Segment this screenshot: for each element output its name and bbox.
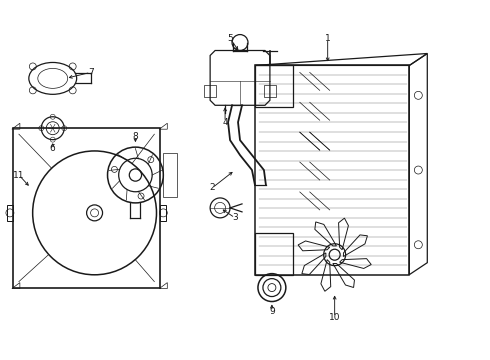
Text: 7: 7 <box>88 68 94 77</box>
Text: 10: 10 <box>329 313 341 322</box>
Text: 3: 3 <box>232 213 238 222</box>
Text: 4: 4 <box>222 118 228 127</box>
Text: 9: 9 <box>269 307 275 316</box>
Text: 5: 5 <box>227 34 233 43</box>
Text: 2: 2 <box>209 184 215 193</box>
Text: 8: 8 <box>133 132 138 141</box>
Text: 6: 6 <box>50 144 56 153</box>
Text: 11: 11 <box>13 171 24 180</box>
Text: 1: 1 <box>325 34 331 43</box>
